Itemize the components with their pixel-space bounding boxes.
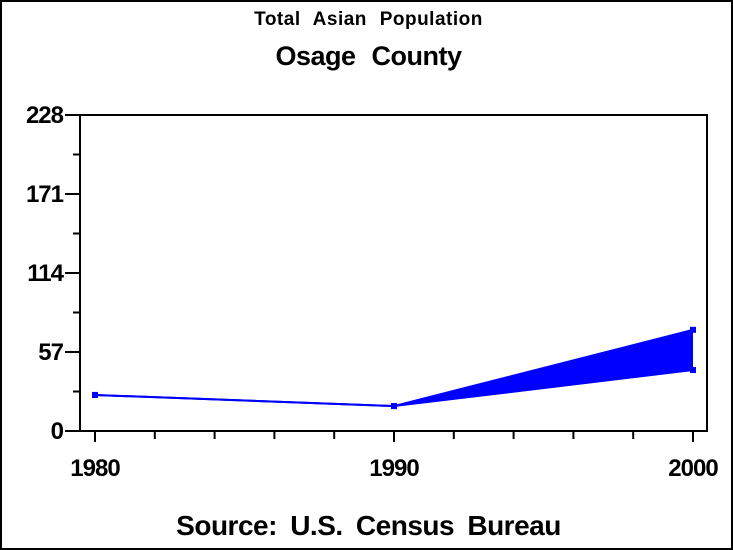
band-fill-group [95, 329, 693, 407]
data-point-markers [92, 326, 696, 410]
x-axis-labels: 1980 1990 2000 [70, 455, 719, 482]
x-tick-label: 2000 [668, 455, 718, 482]
x-tick-label: 1980 [70, 455, 120, 482]
plot-frame [79, 114, 708, 432]
chart-subtitle: Osage County [275, 41, 462, 71]
chart-title: Total Asian Population [254, 9, 483, 30]
data-point-marker [391, 403, 397, 410]
series-band-fill [95, 329, 693, 407]
y-tick-label: 228 [26, 102, 64, 129]
plot-frame-group [79, 114, 708, 432]
y-axis-ticks [65, 114, 80, 432]
data-point-marker [92, 391, 98, 398]
data-point-marker [690, 367, 696, 374]
y-tick-label: 57 [38, 339, 63, 366]
x-axis-ticks [94, 431, 694, 442]
y-tick-label: 171 [26, 181, 64, 208]
x-tick-label: 1990 [369, 455, 419, 482]
source-caption: Source: U.S. Census Bureau [176, 510, 561, 541]
data-point-marker [690, 326, 696, 333]
y-axis-labels: 0 57 114 171 228 [26, 102, 66, 445]
y-tick-label: 0 [51, 418, 64, 445]
y-tick-label: 114 [27, 260, 64, 287]
